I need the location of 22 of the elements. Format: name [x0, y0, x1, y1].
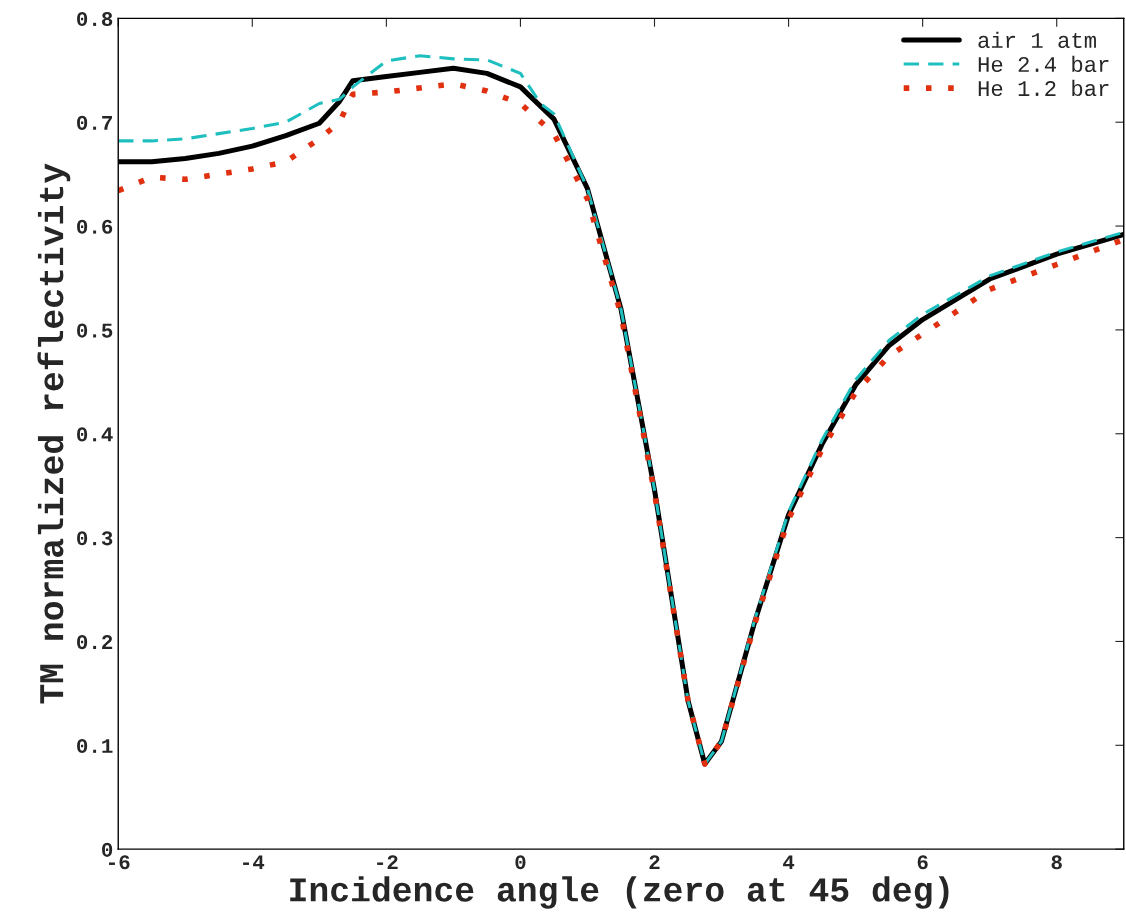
y-tick-label: 0.6 [77, 219, 113, 234]
x-tick-label: -6 [109, 855, 130, 870]
x-axis-title: Incidence angle (zero at 45 deg) [290, 876, 949, 909]
y-tick-label: 0.5 [77, 323, 113, 338]
y-tick-label: 0.7 [77, 115, 112, 130]
legend-label: He 2.4 bar [978, 55, 1109, 73]
x-tick-label: 6 [917, 855, 928, 870]
x-tick-label: 4 [783, 855, 795, 870]
y-tick-label: 0.3 [77, 531, 113, 546]
y-tick-label: 0 [102, 842, 113, 857]
y-tick-label: 0.8 [77, 11, 113, 27]
y-tick-label: 0.4 [77, 427, 113, 442]
x-tick-label: -4 [243, 855, 265, 870]
y-axis-title: TM normalized reflectivity [37, 163, 71, 704]
y-tick-label: 0.2 [77, 635, 113, 650]
legend-label: air 1 atm [978, 31, 1096, 49]
legend-label: He 1.2 bar [978, 79, 1109, 97]
y-tick-label: 0.1 [77, 738, 113, 754]
x-tick-label: 2 [649, 855, 660, 870]
x-tick-label: -2 [377, 855, 398, 870]
x-tick-label: 0 [515, 855, 526, 870]
x-tick-label: 8 [1051, 855, 1062, 870]
